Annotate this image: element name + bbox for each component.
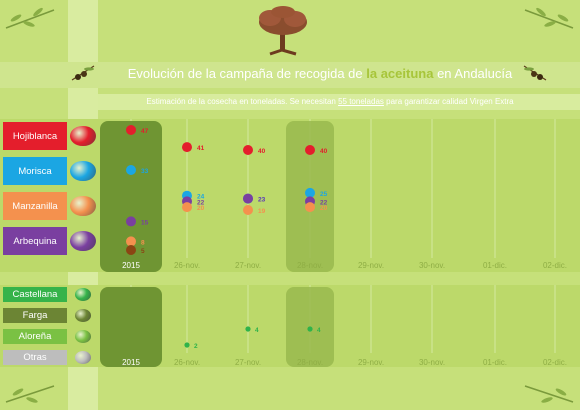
variety-top-label-2: Manzanilla — [3, 192, 67, 220]
title-part-3: en Andalucía — [433, 66, 513, 81]
x-tick-label-1-5: 30-nov. — [419, 358, 445, 367]
x-tick-label-0-3: 28-nov. — [297, 261, 323, 270]
data-label-1-0-3: 4 — [317, 327, 321, 334]
x-tick-label-0-4: 29-nov. — [358, 261, 384, 270]
title-part-1: Evolución de la campaña de recogida de — [127, 66, 367, 81]
x-tick-label-0-2: 27-nov. — [235, 261, 261, 270]
variety-top-label-3: Arbequina — [3, 227, 67, 255]
data-label-0-1-3: 25 — [320, 191, 328, 198]
olive-branch-icon-bottomright — [524, 385, 574, 403]
x-tick-label-1-4: 29-nov. — [358, 358, 384, 367]
point-0-3-1 — [182, 202, 192, 213]
point-0-0-0 — [126, 125, 136, 135]
highlight-column-1-2015 — [100, 287, 162, 367]
data-label-0-2-0: 15 — [141, 219, 149, 226]
x-tick-label-0-7: 02-dic. — [543, 261, 567, 270]
data-label-0-2-1: 22 — [197, 199, 205, 206]
point-0-0-3 — [305, 145, 315, 155]
point-0-3-3 — [305, 202, 315, 213]
data-label-0-3-3: 20 — [320, 205, 328, 212]
chart-subtitle: Estimación de la cosecha en toneladas. S… — [100, 97, 560, 106]
variety-bottom-label-2: Aloreña — [3, 329, 67, 344]
variety-bottom-olive-icon-3 — [75, 351, 91, 364]
title-bar — [0, 62, 580, 88]
subtitle-part-1: Estimación de la cosecha en toneladas. S… — [146, 97, 339, 106]
data-label-0-1-0: 33 — [141, 168, 149, 175]
data-label-0-3-1: 20 — [197, 205, 205, 212]
variety-bottom-olive-icon-1 — [75, 309, 91, 322]
subtitle-link[interactable]: 55 toneladas — [338, 97, 384, 106]
point-0-0-1 — [182, 142, 192, 153]
variety-top-olive-icon-1 — [70, 160, 96, 182]
data-label-0-2-3: 22 — [320, 199, 328, 206]
data-label-0-2-2: 23 — [258, 197, 266, 204]
point-0-1-3 — [305, 187, 315, 198]
chart-title: Evolución de la campaña de recogida de l… — [100, 66, 540, 81]
variety-top-olive-icon-0 — [70, 125, 96, 147]
x-tick-label-1-0: 2015 — [122, 358, 140, 367]
point-0-2-2 — [243, 193, 253, 204]
data-label-1-0-2: 4 — [255, 327, 259, 334]
olive-branch-icon-topleft — [5, 7, 55, 29]
data-label-1-0-1: 2 — [194, 343, 198, 350]
x-tick-label-1-2: 27-nov. — [235, 358, 261, 367]
variety-bottom-olive-icon-2 — [75, 330, 91, 343]
x-tick-label-1-3: 28-nov. — [297, 358, 323, 367]
data-label-0-0-3: 40 — [320, 148, 328, 155]
point-0-3-2 — [243, 205, 253, 215]
data-label-0-0-1: 41 — [197, 145, 205, 152]
data-label-0-0-0: 47 — [141, 128, 149, 135]
variety-top-label-1: Morisca — [3, 157, 67, 185]
point-0-4-0 — [126, 245, 136, 255]
x-tick-label-1-6: 01-dic. — [483, 358, 507, 367]
olive-sprig-icon-left — [71, 65, 95, 81]
variety-bottom-label-3: Otras — [3, 350, 67, 365]
variety-top-label-0: Hojiblanca — [3, 122, 67, 150]
point-0-1-0 — [126, 165, 136, 175]
variety-bottom-olive-icon-0 — [75, 288, 91, 301]
point-0-2-0 — [126, 216, 136, 227]
x-tick-label-0-0: 2015 — [122, 261, 140, 270]
point-0-3-0 — [126, 236, 136, 247]
variety-top-olive-icon-3 — [70, 230, 96, 252]
point-1-0-1 — [184, 342, 190, 348]
point-1-0-2 — [245, 326, 251, 332]
title-highlight: la aceituna — [366, 66, 434, 81]
x-tick-label-1-1: 26-nov. — [174, 358, 200, 367]
olive-tree-logo — [259, 6, 307, 56]
data-label-0-0-2: 40 — [258, 148, 266, 155]
subtitle-part-3: para garantizar calidad Virgen Extra — [383, 97, 514, 106]
variety-bottom-label-1: Farga — [3, 308, 67, 323]
x-tick-label-1-7: 02-dic. — [543, 358, 567, 367]
subtitle-bar — [98, 94, 580, 110]
data-label-0-3-2: 19 — [258, 208, 266, 215]
point-0-0-2 — [243, 145, 253, 155]
variety-top-olive-icon-2 — [70, 195, 96, 217]
data-label-0-1-2: 23 — [258, 197, 266, 204]
variety-bottom-label-0: Castellana — [3, 287, 67, 302]
x-tick-label-0-6: 01-dic. — [483, 261, 507, 270]
olive-branch-icon-topright — [524, 7, 574, 29]
data-label-0-1-1: 24 — [197, 194, 205, 201]
x-tick-label-0-1: 26-nov. — [174, 261, 200, 270]
point-1-0-3 — [307, 326, 313, 332]
data-label-0-4-0: 5 — [141, 248, 145, 255]
highlight-column-0-2015 — [100, 121, 162, 272]
olive-sprig-icon-right — [523, 65, 547, 81]
olive-branch-icon-bottomleft — [5, 385, 55, 403]
data-label-0-3-0: 8 — [141, 239, 145, 246]
x-tick-label-0-5: 30-nov. — [419, 261, 445, 270]
